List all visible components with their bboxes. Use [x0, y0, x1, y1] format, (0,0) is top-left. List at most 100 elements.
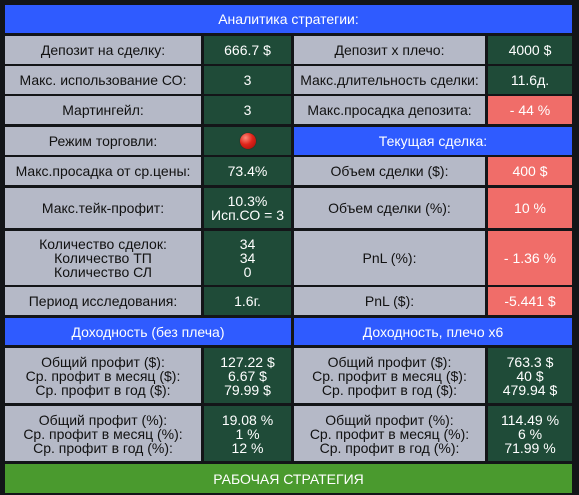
pnl-usd-label-text: PnL ($):	[364, 293, 415, 309]
max-tp-percent: 10.3%	[227, 193, 268, 209]
trade-mode-label-text: Режим торговли:	[48, 133, 158, 149]
max-tp-value: 10.3% Исп.СО = 3	[204, 188, 291, 228]
pnl-pct-label: PnL (%):	[294, 231, 485, 285]
monthly-profit-usd-label: Ср. профит в месяц ($):	[25, 367, 181, 384]
yearly-profit-pct-leverage-label: Ср. профит в год (%):	[319, 439, 460, 456]
max-duration-value: 11.6д.	[488, 66, 572, 94]
deal-volume-usd-label-text: Объем сделки ($):	[330, 163, 449, 179]
trade-mode-indicator	[204, 127, 291, 155]
deal-volume-pct-label-text: Объем сделки (%):	[328, 200, 451, 216]
deal-volume-usd-label: Объем сделки ($):	[294, 157, 485, 185]
counts-values: 34 34 0	[204, 231, 291, 285]
max-tp-label-text: Макс.тейк-профит:	[41, 200, 165, 216]
monthly-profit-pct-leverage-label: Ср. профит в месяц (%):	[309, 425, 470, 442]
total-profit-pct-value: 19.08 %	[221, 411, 274, 428]
max-dd-deposit-label: Макс.просадка депозита:	[294, 96, 485, 124]
pnl-pct-value-text: - 1.36 %	[503, 250, 557, 266]
total-profit-pct-leverage-value: 114.49 %	[500, 411, 560, 428]
martingale-value: 3	[204, 96, 291, 124]
period-label-text: Период исследования:	[28, 293, 178, 309]
yearly-profit-usd-value: 79.99 $	[224, 381, 271, 398]
max-co-use-value-text: 3	[243, 72, 252, 88]
max-dd-avg-value: 73.4%	[204, 157, 291, 185]
total-profit-usd-label: Общий профит ($):	[41, 353, 165, 370]
deal-volume-usd-value: 400 $	[488, 157, 572, 185]
deposit-label: Депозит на сделку:	[5, 36, 201, 64]
yearly-profit-pct-value: 12 %	[231, 439, 264, 456]
red-dot-icon	[239, 133, 256, 149]
pct-returns-values-left: 19.08 % 1 % 12 %	[204, 406, 291, 461]
monthly-profit-pct-value: 1 %	[235, 425, 260, 442]
total-profit-usd-value: 127.22 $	[220, 353, 275, 370]
pct-returns-labels-right: Общий профит (%): Ср. профит в месяц (%)…	[294, 406, 485, 461]
panel-title-text: Аналитика стратегии:	[218, 11, 359, 27]
deposit-leverage-value: 4000 $	[488, 36, 572, 64]
pnl-usd-value: -5.441 $	[488, 287, 572, 315]
deposit-leverage-value-text: 4000 $	[508, 42, 552, 58]
max-co-use-label: Макс. использование СО:	[5, 66, 201, 94]
sl-count-label: Количество СЛ	[54, 264, 152, 280]
tp-count-label: Количество ТП	[54, 250, 152, 266]
returns-leverage-title-text: Доходность, плечо x6	[362, 323, 504, 340]
pct-returns-values-right: 114.49 % 6 % 71.99 %	[488, 406, 572, 461]
monthly-profit-usd-leverage-label: Ср. профит в месяц ($):	[312, 367, 467, 384]
max-dd-deposit-value-text: - 44 %	[509, 102, 551, 118]
max-duration-value-text: 11.6д.	[510, 72, 550, 88]
working-strategy-banner: РАБОЧАЯ СТРАТЕГИЯ	[5, 464, 572, 493]
pnl-pct-label-text: PnL (%):	[362, 250, 417, 266]
max-co-use-value: 3	[204, 66, 291, 94]
max-dd-deposit-label-text: Макс.просадка депозита:	[307, 102, 472, 118]
period-value-text: 1.6г.	[234, 293, 261, 309]
tp-count-value: 34	[239, 250, 256, 266]
max-duration-label-text: Макс.длительность сделки:	[300, 72, 479, 88]
pct-returns-labels-left: Общий профит (%): Ср. профит в месяц (%)…	[5, 406, 201, 461]
usd-returns-labels-left: Общий профит ($): Ср. профит в месяц ($)…	[5, 348, 201, 403]
yearly-profit-usd-label: Ср. профит в год ($):	[35, 381, 171, 398]
working-strategy-banner-text: РАБОЧАЯ СТРАТЕГИЯ	[213, 470, 364, 487]
max-tp-co-used: Исп.СО = 3	[211, 207, 284, 223]
total-profit-usd-leverage-label: Общий профит ($):	[327, 353, 452, 370]
deal-volume-usd-value-text: 400 $	[512, 163, 548, 179]
deposit-leverage-label-text: Депозит х плечо:	[334, 42, 445, 58]
martingale-value-text: 3	[243, 102, 252, 118]
monthly-profit-pct-leverage-value: 6 %	[517, 425, 543, 442]
yearly-profit-pct-label: Ср. профит в год (%):	[33, 439, 173, 456]
monthly-profit-usd-value: 6.67 $	[228, 367, 267, 384]
pnl-usd-label: PnL ($):	[294, 287, 485, 315]
max-dd-avg-label: Макс.просадка от ср.цены:	[5, 157, 201, 185]
deal-volume-pct-label: Объем сделки (%):	[294, 188, 485, 228]
deposit-label-text: Депозит на сделку:	[40, 42, 166, 58]
returns-no-leverage-title-text: Доходность (без плеча)	[71, 323, 225, 340]
deal-volume-pct-value-text: 10 %	[514, 200, 546, 216]
deals-count-label: Количество сделок:	[39, 236, 167, 252]
deposit-leverage-label: Депозит х плечо:	[294, 36, 485, 64]
total-profit-pct-label: Общий профит (%):	[38, 411, 168, 428]
deals-count-value: 34	[239, 236, 256, 252]
max-duration-label: Макс.длительность сделки:	[294, 66, 485, 94]
monthly-profit-pct-label: Ср. профит в месяц (%):	[23, 425, 183, 442]
current-deal-title-text: Текущая сделка:	[378, 133, 488, 149]
trade-mode-label: Режим торговли:	[5, 127, 201, 155]
pnl-usd-value-text: -5.441 $	[504, 293, 556, 309]
period-value: 1.6г.	[204, 287, 291, 315]
yearly-profit-usd-leverage-value: 479.94 $	[502, 381, 558, 398]
monthly-profit-usd-leverage-value: 40 $	[516, 367, 544, 384]
martingale-label: Мартингейл:	[5, 96, 201, 124]
total-profit-usd-leverage-value: 763.3 $	[506, 353, 554, 370]
total-profit-pct-leverage-label: Общий профит (%):	[325, 411, 454, 428]
current-deal-title: Текущая сделка:	[294, 127, 572, 155]
returns-no-leverage-title: Доходность (без плеча)	[5, 318, 291, 345]
max-dd-avg-label-text: Макс.просадка от ср.цены:	[15, 163, 191, 179]
deposit-value-text: 666.7 $	[224, 42, 271, 58]
martingale-label-text: Мартингейл:	[62, 102, 144, 118]
counts-labels: Количество сделок: Количество ТП Количес…	[5, 231, 201, 285]
period-label: Период исследования:	[5, 287, 201, 315]
usd-returns-labels-right: Общий профит ($): Ср. профит в месяц ($)…	[294, 348, 485, 403]
usd-returns-values-right: 763.3 $ 40 $ 479.94 $	[488, 348, 572, 403]
usd-returns-values-left: 127.22 $ 6.67 $ 79.99 $	[204, 348, 291, 403]
max-dd-deposit-value: - 44 %	[488, 96, 572, 124]
max-dd-avg-value-text: 73.4%	[227, 163, 268, 179]
sl-count-value: 0	[243, 264, 252, 280]
yearly-profit-pct-leverage-value: 71.99 %	[504, 439, 556, 456]
